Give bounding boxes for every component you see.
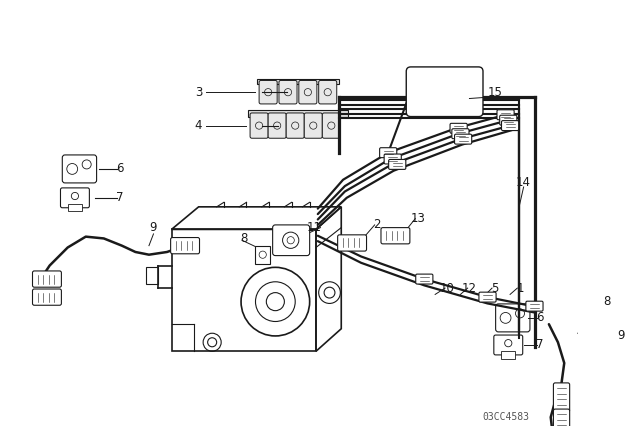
FancyBboxPatch shape (554, 409, 570, 438)
Text: 12: 12 (462, 282, 477, 295)
FancyBboxPatch shape (380, 148, 397, 158)
FancyBboxPatch shape (279, 81, 297, 104)
FancyBboxPatch shape (171, 237, 200, 254)
FancyBboxPatch shape (494, 335, 523, 355)
Text: 8: 8 (240, 232, 248, 245)
Bar (68, 204, 82, 211)
Text: 2: 2 (374, 219, 381, 232)
FancyBboxPatch shape (554, 383, 570, 412)
Bar (585, 302, 600, 320)
FancyBboxPatch shape (304, 113, 323, 138)
FancyBboxPatch shape (416, 274, 433, 284)
FancyBboxPatch shape (319, 81, 337, 104)
FancyBboxPatch shape (268, 113, 286, 138)
FancyBboxPatch shape (500, 115, 517, 125)
FancyBboxPatch shape (526, 301, 543, 311)
FancyBboxPatch shape (495, 304, 530, 332)
Text: 03CC4583: 03CC4583 (482, 412, 529, 422)
FancyBboxPatch shape (452, 129, 469, 139)
Text: 10: 10 (440, 282, 454, 295)
FancyBboxPatch shape (611, 263, 639, 283)
Text: 8: 8 (603, 295, 611, 308)
Bar (501, 351, 515, 358)
FancyBboxPatch shape (286, 113, 304, 138)
Text: 13: 13 (410, 212, 426, 225)
Bar (147, 267, 158, 284)
FancyBboxPatch shape (479, 292, 496, 302)
Text: 15: 15 (487, 86, 502, 99)
FancyBboxPatch shape (450, 123, 467, 133)
Text: 11: 11 (307, 221, 322, 234)
Text: 5: 5 (491, 282, 499, 295)
FancyBboxPatch shape (384, 154, 401, 164)
Text: 3: 3 (195, 86, 202, 99)
FancyBboxPatch shape (388, 159, 406, 169)
FancyBboxPatch shape (454, 134, 472, 144)
FancyBboxPatch shape (33, 271, 61, 287)
FancyBboxPatch shape (259, 81, 277, 104)
FancyBboxPatch shape (62, 155, 97, 183)
Text: 6: 6 (116, 163, 124, 176)
FancyBboxPatch shape (250, 113, 268, 138)
FancyBboxPatch shape (497, 110, 514, 120)
FancyBboxPatch shape (273, 225, 310, 256)
FancyBboxPatch shape (338, 235, 367, 251)
Text: 7: 7 (116, 191, 124, 204)
Text: 7: 7 (536, 339, 543, 352)
Text: 1: 1 (517, 282, 525, 295)
Bar (248, 110, 348, 116)
FancyBboxPatch shape (323, 113, 340, 138)
FancyBboxPatch shape (406, 67, 483, 116)
FancyBboxPatch shape (502, 121, 518, 130)
Bar (618, 279, 632, 286)
FancyBboxPatch shape (299, 81, 317, 104)
Bar (257, 79, 339, 84)
Text: 6: 6 (536, 311, 543, 324)
Text: 9: 9 (618, 329, 625, 342)
FancyBboxPatch shape (381, 228, 410, 244)
Text: 14: 14 (516, 176, 531, 189)
FancyBboxPatch shape (33, 289, 61, 305)
FancyBboxPatch shape (607, 232, 640, 260)
Text: 9: 9 (150, 221, 157, 234)
Bar (255, 246, 270, 264)
Text: 4: 4 (195, 119, 202, 132)
FancyBboxPatch shape (61, 188, 90, 208)
